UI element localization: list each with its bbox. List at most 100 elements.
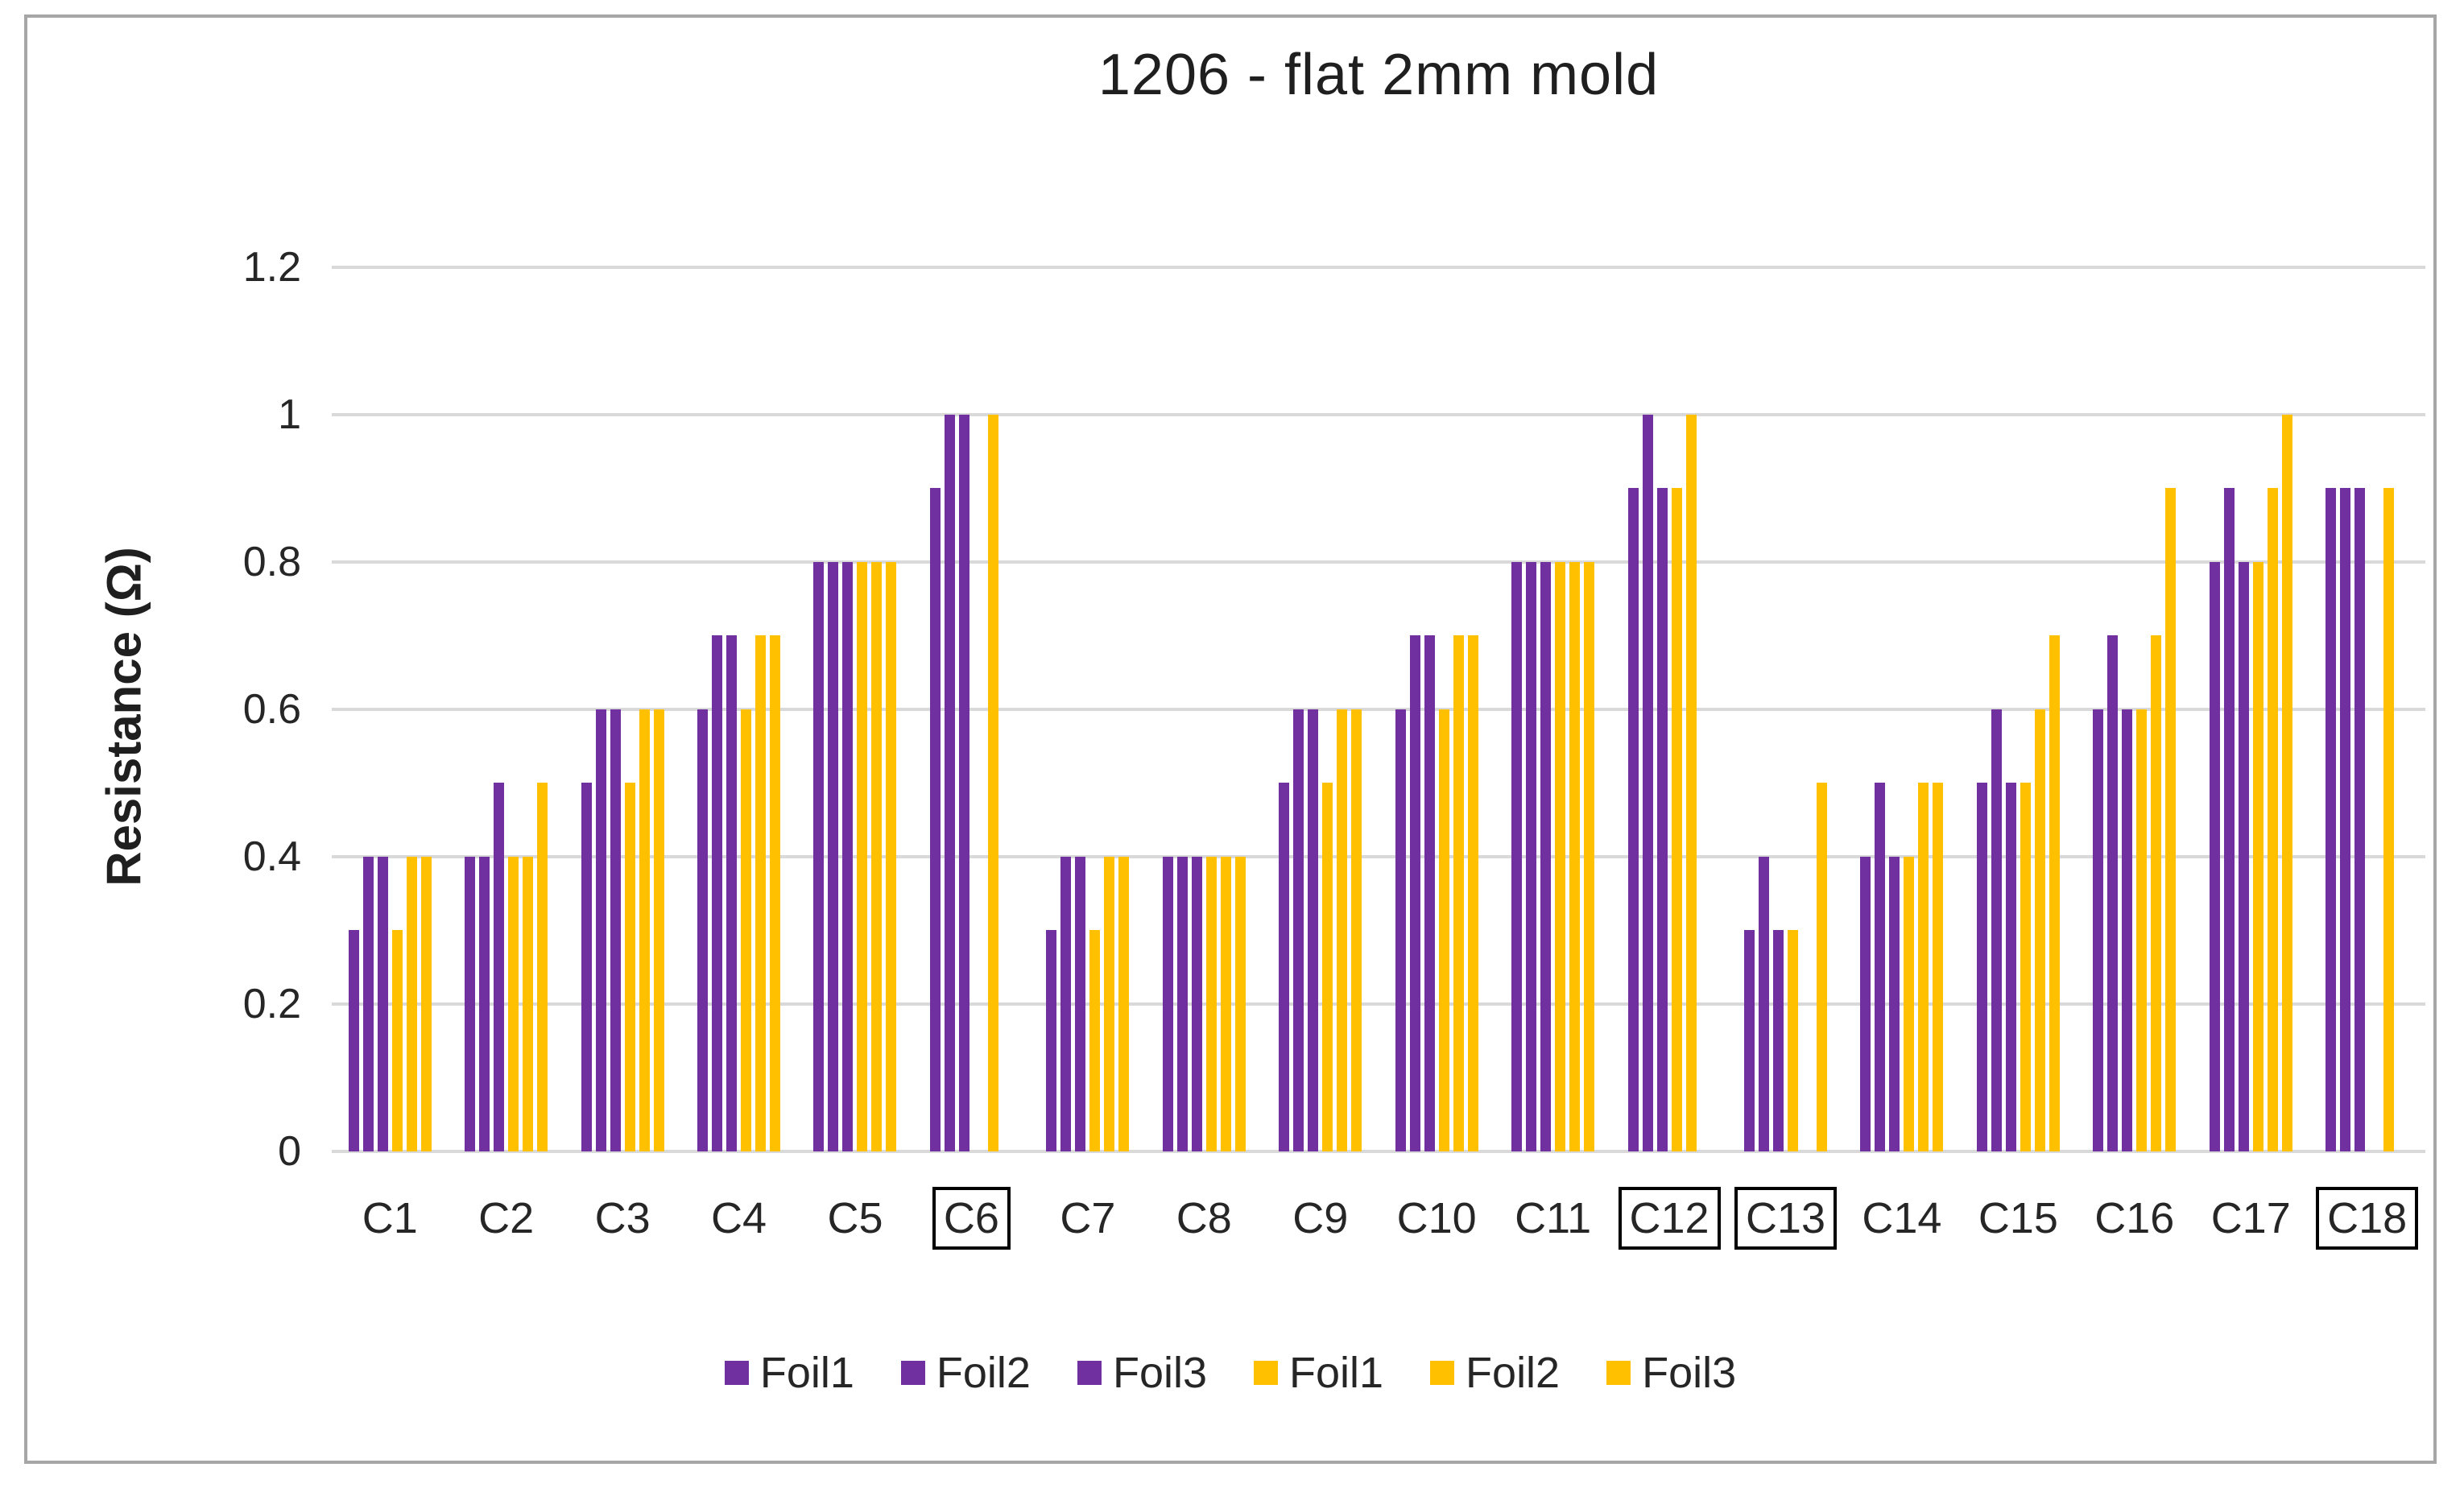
bar-C5-purple-Foil2 [828, 562, 839, 1151]
bar-C2-yellow-Foil2 [523, 857, 534, 1151]
bar-C17-purple-Foil1 [2209, 562, 2220, 1151]
x-label-cell-C10: C10 [1379, 1187, 1495, 1250]
y-tick-label-1.2: 1.2 [242, 244, 301, 291]
legend-label-purple-Foil2: Foil2 [936, 1349, 1031, 1397]
bar-C13-purple-Foil2 [1758, 857, 1769, 1151]
legend-item-purple-Foil3: Foil3 [1077, 1348, 1207, 1398]
bar-C7-yellow-Foil3 [1118, 857, 1130, 1151]
bar-C15-yellow-Foil2 [2034, 709, 2045, 1151]
bar-C9-yellow-Foil3 [1351, 709, 1362, 1151]
gridline-0.4 [332, 855, 2425, 858]
bar-C12-purple-Foil3 [1656, 488, 1668, 1151]
bar-C14-purple-Foil1 [1860, 857, 1871, 1151]
bar-C4-yellow-Foil1 [741, 709, 752, 1151]
bar-C10-yellow-Foil3 [1467, 635, 1478, 1151]
bar-C4-yellow-Foil2 [755, 635, 767, 1151]
bar-C3-yellow-Foil3 [653, 709, 664, 1151]
bar-C10-purple-Foil2 [1409, 635, 1420, 1151]
bar-C15-yellow-Foil1 [2020, 783, 2031, 1151]
gridline-0.6 [332, 708, 2425, 711]
x-label-cell-C18: C18 [2309, 1187, 2425, 1250]
bar-C4-purple-Foil1 [697, 709, 709, 1151]
cluster-C1 [332, 267, 448, 1151]
bar-C1-yellow-Foil2 [406, 857, 417, 1151]
bar-C3-yellow-Foil2 [639, 709, 650, 1151]
chart-title: 1206 - flat 2mm mold [1098, 43, 1660, 107]
legend-marker-yellow-Foil1 [1254, 1361, 1278, 1385]
bar-C5-yellow-Foil2 [871, 562, 883, 1151]
x-label-C17: C17 [2210, 1194, 2291, 1242]
legend-marker-purple-Foil2 [900, 1361, 925, 1385]
legend-label-purple-Foil3: Foil3 [1112, 1349, 1207, 1397]
x-label-C12: C12 [1618, 1187, 1721, 1250]
bar-C15-purple-Foil3 [2005, 783, 2016, 1151]
x-label-cell-C8: C8 [1146, 1187, 1262, 1250]
bar-C13-yellow-Foil3 [1816, 783, 1827, 1151]
cluster-C15 [1960, 267, 2076, 1151]
bar-C7-purple-Foil3 [1075, 857, 1086, 1151]
y-tick-label-0.4: 0.4 [242, 833, 301, 880]
x-label-C13: C13 [1734, 1187, 1837, 1250]
cluster-C10 [1379, 267, 1495, 1151]
bar-C3-yellow-Foil1 [624, 783, 635, 1151]
bar-C9-purple-Foil3 [1308, 709, 1319, 1151]
bar-C4-purple-Foil3 [726, 635, 738, 1151]
cluster-C17 [2193, 267, 2309, 1151]
x-label-C10: C10 [1396, 1194, 1477, 1242]
bar-C16-yellow-Foil3 [2165, 488, 2177, 1151]
bar-C1-yellow-Foil1 [391, 930, 403, 1151]
bar-C6-purple-Foil1 [929, 488, 941, 1151]
cluster-C13 [1727, 267, 1843, 1151]
y-tick-label-0.8: 0.8 [242, 539, 301, 585]
bar-C1-purple-Foil3 [377, 857, 388, 1151]
legend-label-yellow-Foil2: Foil2 [1466, 1349, 1561, 1397]
bar-C12-yellow-Foil2 [1685, 415, 1697, 1151]
gridline-0.2 [332, 1002, 2425, 1006]
bar-C11-purple-Foil2 [1526, 562, 1537, 1151]
cluster-C3 [564, 267, 680, 1151]
legend-label-yellow-Foil3: Foil3 [1642, 1349, 1737, 1397]
bar-C17-purple-Foil2 [2223, 488, 2235, 1151]
x-label-cell-C2: C2 [448, 1187, 564, 1250]
x-label-cell-C3: C3 [564, 1187, 680, 1250]
bar-C8-purple-Foil1 [1162, 857, 1173, 1151]
y-tick-label-0: 0 [278, 1128, 301, 1175]
x-label-C1: C1 [362, 1194, 418, 1242]
bar-C14-yellow-Foil2 [1918, 783, 1929, 1151]
plot-area [332, 266, 2425, 1153]
bar-C13-yellow-Foil1 [1787, 930, 1798, 1151]
bar-C3-purple-Foil3 [610, 709, 621, 1151]
x-label-cell-C13: C13 [1727, 1187, 1843, 1250]
bar-C10-purple-Foil3 [1424, 635, 1435, 1151]
bar-C14-purple-Foil3 [1889, 857, 1900, 1151]
x-label-C14: C14 [1862, 1194, 1942, 1242]
cluster-C9 [1263, 267, 1379, 1151]
bar-C6-yellow-Foil2 [987, 415, 998, 1151]
bar-C12-yellow-Foil1 [1671, 488, 1682, 1151]
bar-C1-purple-Foil2 [362, 857, 374, 1151]
bar-C1-purple-Foil1 [348, 930, 359, 1151]
x-label-cell-C7: C7 [1030, 1187, 1146, 1250]
legend-item-yellow-Foil1: Foil1 [1254, 1348, 1383, 1398]
cluster-C7 [1030, 267, 1146, 1151]
cluster-C5 [797, 267, 913, 1151]
bar-C5-yellow-Foil1 [857, 562, 868, 1151]
cluster-C18 [2309, 267, 2425, 1151]
legend-item-purple-Foil2: Foil2 [900, 1348, 1031, 1398]
x-label-cell-C5: C5 [797, 1187, 913, 1250]
chart-frame: 1206 - flat 2mm mold Resistance (Ω) C1 C2… [24, 14, 2437, 1464]
bar-C18-yellow-Foil2 [2383, 488, 2395, 1151]
bar-C7-yellow-Foil1 [1089, 930, 1101, 1151]
bar-C11-yellow-Foil3 [1584, 562, 1595, 1151]
x-label-cell-C4: C4 [680, 1187, 796, 1250]
cluster-C2 [448, 267, 564, 1151]
bar-C2-yellow-Foil1 [508, 857, 519, 1151]
bar-C12-purple-Foil1 [1627, 488, 1639, 1151]
bar-C1-yellow-Foil3 [420, 857, 432, 1151]
bar-C17-yellow-Foil3 [2281, 415, 2292, 1151]
bar-C11-yellow-Foil2 [1569, 562, 1581, 1151]
bar-C16-yellow-Foil1 [2136, 709, 2148, 1151]
cluster-C12 [1611, 267, 1727, 1151]
bar-C16-yellow-Foil2 [2151, 635, 2162, 1151]
bar-C9-yellow-Foil2 [1337, 709, 1348, 1151]
